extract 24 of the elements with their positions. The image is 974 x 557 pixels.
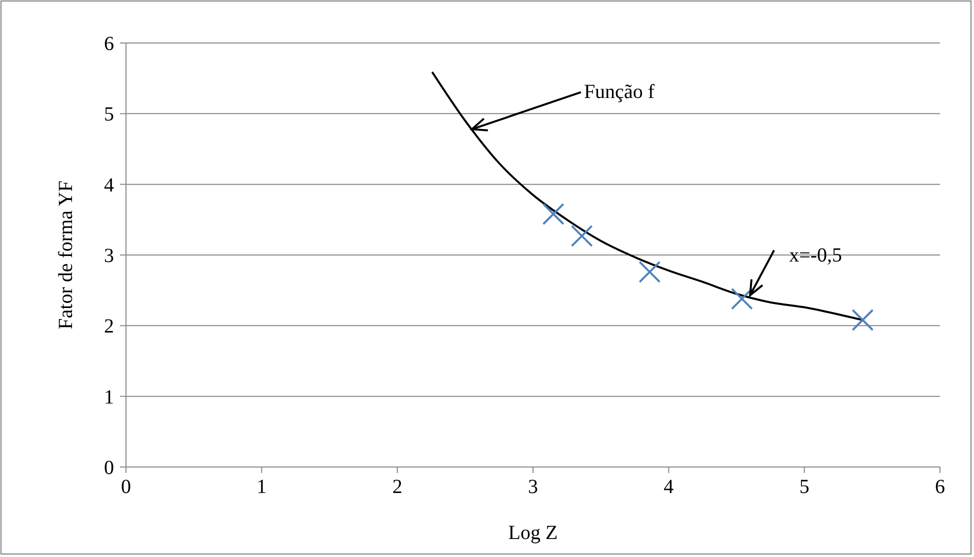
annotation: Função f [584, 81, 655, 104]
x-tick-label: 6 [935, 476, 945, 498]
y-axis-title: Fator de forma YF [55, 180, 77, 330]
x-tick-label: 3 [528, 476, 538, 498]
point [730, 288, 753, 310]
x-axis-title: Log Z [508, 522, 558, 544]
point [570, 224, 593, 247]
x-tick-label: 5 [799, 476, 810, 498]
point [542, 203, 564, 226]
x-tick-label: 4 [664, 476, 674, 498]
y-tick-label: 5 [104, 104, 114, 126]
y-tick-label: 2 [104, 316, 114, 338]
x-tick-label: 0 [121, 476, 131, 498]
point [852, 309, 874, 332]
point [638, 260, 661, 283]
y-tick-label: 3 [104, 245, 114, 267]
y-tick-label: 0 [104, 457, 114, 479]
line-series [432, 72, 864, 322]
annotation: x=-0,5 [789, 244, 842, 266]
y-tick-label: 6 [104, 33, 114, 55]
y-tick-label: 1 [104, 386, 114, 408]
y-tick-label: 4 [104, 174, 114, 196]
x-tick-label: 1 [256, 476, 267, 498]
x-tick-label: 2 [392, 476, 402, 498]
